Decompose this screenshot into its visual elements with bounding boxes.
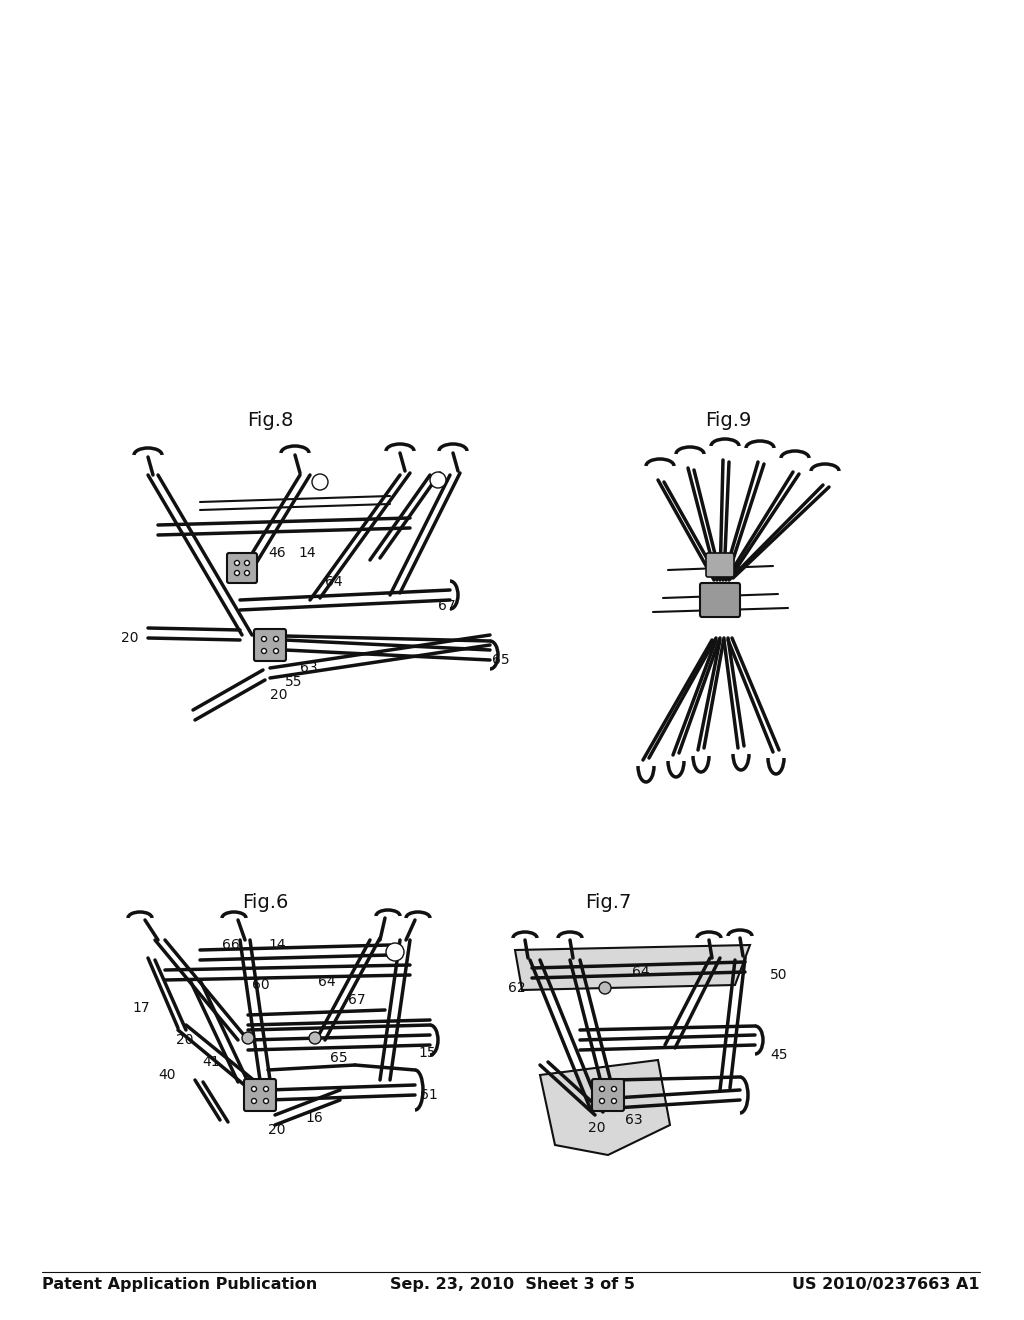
Circle shape <box>599 982 611 994</box>
Text: Fig.8: Fig.8 <box>247 411 293 429</box>
Text: US 2010/0237663 A1: US 2010/0237663 A1 <box>793 1278 980 1292</box>
FancyBboxPatch shape <box>592 1078 624 1111</box>
Text: 65: 65 <box>331 1051 348 1065</box>
Text: 64: 64 <box>633 965 650 979</box>
Text: 50: 50 <box>770 968 787 982</box>
Text: 14: 14 <box>268 939 286 952</box>
Text: 40: 40 <box>158 1068 175 1082</box>
Circle shape <box>312 474 328 490</box>
Text: 67: 67 <box>438 599 456 612</box>
Text: 60: 60 <box>252 978 269 993</box>
FancyBboxPatch shape <box>244 1078 276 1111</box>
Text: 64: 64 <box>325 576 343 589</box>
Text: 61: 61 <box>420 1088 437 1102</box>
Circle shape <box>599 1098 604 1104</box>
Circle shape <box>261 648 266 653</box>
Text: 62: 62 <box>508 981 525 995</box>
Circle shape <box>611 1098 616 1104</box>
Circle shape <box>263 1086 268 1092</box>
FancyBboxPatch shape <box>227 553 257 583</box>
Text: 66: 66 <box>222 939 240 952</box>
Text: 55: 55 <box>285 675 302 689</box>
Text: Fig.9: Fig.9 <box>705 411 752 429</box>
Circle shape <box>252 1098 256 1104</box>
Text: 64: 64 <box>318 975 336 989</box>
FancyBboxPatch shape <box>254 630 286 661</box>
Circle shape <box>242 1032 254 1044</box>
Text: 45: 45 <box>770 1048 787 1063</box>
Text: 63: 63 <box>625 1113 643 1127</box>
Text: 20: 20 <box>268 1123 286 1137</box>
Circle shape <box>252 1086 256 1092</box>
Text: 14: 14 <box>298 546 315 560</box>
Circle shape <box>261 636 266 642</box>
Text: 16: 16 <box>305 1111 323 1125</box>
Circle shape <box>386 942 404 961</box>
Text: 67: 67 <box>348 993 366 1007</box>
Text: 20: 20 <box>176 1034 194 1047</box>
Circle shape <box>309 1032 321 1044</box>
Circle shape <box>263 1098 268 1104</box>
Circle shape <box>273 648 279 653</box>
Text: Patent Application Publication: Patent Application Publication <box>42 1278 317 1292</box>
Text: 65: 65 <box>492 653 510 667</box>
Text: 17: 17 <box>132 1001 150 1015</box>
Text: Fig.6: Fig.6 <box>242 892 288 912</box>
Circle shape <box>245 570 250 576</box>
Polygon shape <box>540 1060 670 1155</box>
Text: Fig.7: Fig.7 <box>585 892 631 912</box>
Circle shape <box>611 1086 616 1092</box>
Circle shape <box>234 570 240 576</box>
Text: 20: 20 <box>588 1121 605 1135</box>
Text: 20: 20 <box>121 631 138 645</box>
FancyBboxPatch shape <box>706 553 734 577</box>
Polygon shape <box>515 945 750 990</box>
Circle shape <box>245 561 250 565</box>
Text: 63: 63 <box>300 661 317 675</box>
Text: Sep. 23, 2010  Sheet 3 of 5: Sep. 23, 2010 Sheet 3 of 5 <box>389 1278 635 1292</box>
FancyBboxPatch shape <box>700 583 740 616</box>
Circle shape <box>273 636 279 642</box>
Text: 20: 20 <box>270 688 288 702</box>
Circle shape <box>234 561 240 565</box>
Circle shape <box>430 473 446 488</box>
Circle shape <box>599 1086 604 1092</box>
Text: 15: 15 <box>418 1045 435 1060</box>
Text: 41: 41 <box>202 1055 219 1069</box>
Text: 46: 46 <box>268 546 286 560</box>
